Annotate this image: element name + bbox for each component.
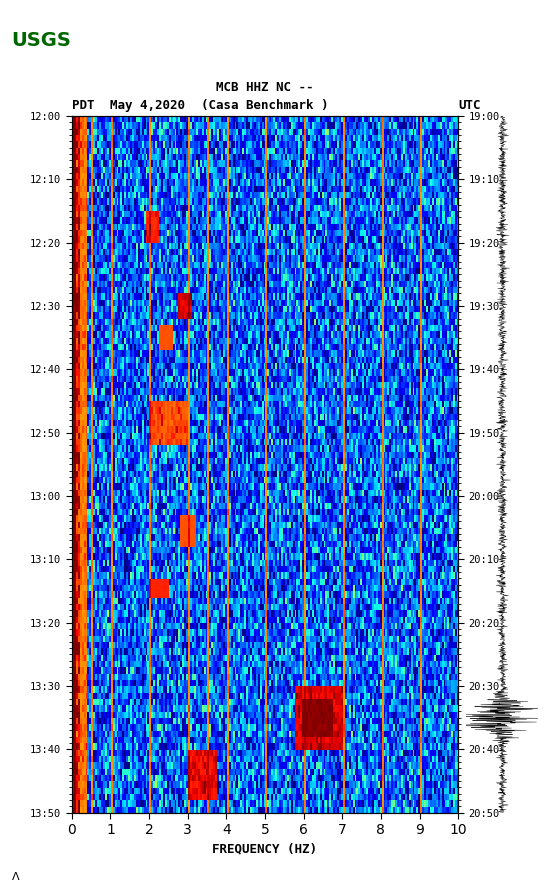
X-axis label: FREQUENCY (HZ): FREQUENCY (HZ) — [213, 843, 317, 855]
Text: USGS: USGS — [11, 31, 71, 50]
Text: May 4,2020: May 4,2020 — [110, 98, 185, 112]
Text: UTC: UTC — [458, 98, 481, 112]
Text: MCB HHZ NC --: MCB HHZ NC -- — [216, 80, 314, 94]
Text: (Casa Benchmark ): (Casa Benchmark ) — [201, 98, 328, 112]
Text: $\Lambda$: $\Lambda$ — [11, 871, 20, 882]
Text: PDT: PDT — [72, 98, 94, 112]
